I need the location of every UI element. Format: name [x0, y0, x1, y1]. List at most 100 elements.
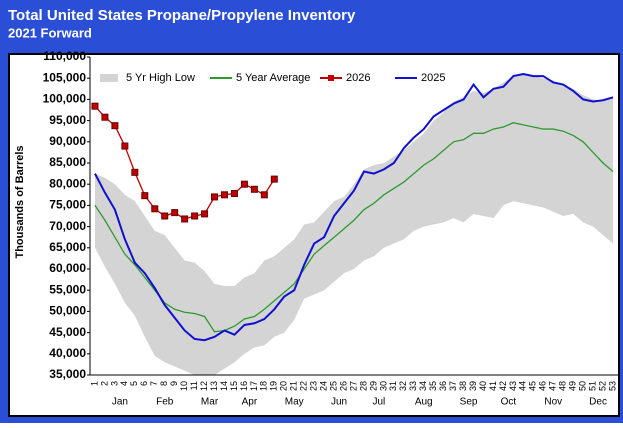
x-tick-label: 8 — [159, 381, 169, 386]
x-tick-label: 45 — [528, 381, 538, 391]
month-label: Jul — [373, 397, 386, 408]
x-tick-label: 36 — [438, 381, 448, 391]
x-tick-label: 26 — [338, 381, 348, 391]
y-tick-label: 35,000 — [49, 367, 86, 381]
x-tick-label: 11 — [189, 381, 199, 390]
marker — [191, 212, 199, 220]
legend-label: 5 Year Average — [236, 72, 310, 84]
y-tick-label: 95,000 — [49, 113, 86, 127]
x-tick-label: 29 — [368, 381, 378, 391]
x-tick-label: 22 — [299, 381, 309, 391]
x-tick-label: 41 — [488, 381, 498, 391]
x-tick-label: 14 — [219, 381, 229, 391]
x-tick-label: 20 — [279, 381, 289, 391]
marker — [91, 102, 99, 110]
x-tick-label: 35 — [428, 381, 438, 391]
y-tick-label: 65,000 — [49, 240, 86, 254]
x-tick-label: 19 — [269, 381, 279, 391]
y-tick-label: 70,000 — [49, 219, 86, 233]
y-tick-label: 45,000 — [49, 325, 86, 339]
x-tick-label: 10 — [179, 381, 189, 391]
series-line — [94, 122, 614, 333]
x-tick-label: 31 — [388, 381, 398, 391]
month-label: May — [285, 397, 304, 408]
marker — [131, 168, 139, 176]
month-label: Mar — [201, 397, 219, 408]
x-tick-label: 6 — [139, 381, 149, 386]
x-tick-label: 23 — [309, 381, 319, 391]
marker — [171, 209, 179, 217]
x-tick-label: 5 — [129, 381, 139, 386]
month-label: Jan — [112, 397, 128, 408]
x-tick-label: 3 — [109, 381, 119, 386]
x-tick-label: 34 — [418, 381, 428, 391]
x-tick-label: 17 — [249, 381, 259, 391]
y-tick-label: 90,000 — [49, 134, 86, 148]
x-tick-label: 4 — [119, 381, 129, 386]
y-tick-label: 75,000 — [49, 198, 86, 212]
month-label: Sep — [460, 397, 478, 408]
y-tick-label: 85,000 — [49, 155, 86, 169]
x-tick-label: 46 — [538, 381, 548, 391]
marker — [121, 142, 129, 150]
x-tick-label: 39 — [468, 381, 478, 391]
y-tick-label: 60,000 — [49, 261, 86, 275]
y-axis-label: Thousands of Barrels — [14, 145, 26, 258]
x-tick-label: 32 — [398, 381, 408, 391]
x-tick-label: 37 — [448, 381, 458, 391]
x-tick-label: 13 — [209, 381, 219, 391]
y-tick-label: 55,000 — [49, 282, 86, 296]
x-tick-label: 50 — [578, 381, 588, 391]
marker — [161, 212, 169, 220]
x-tick-label: 49 — [568, 381, 578, 391]
marker — [220, 191, 228, 199]
x-tick-label: 16 — [239, 381, 249, 391]
x-tick-label: 43 — [508, 381, 518, 391]
marker — [101, 113, 109, 121]
y-tick-label: 50,000 — [49, 304, 86, 318]
marker — [240, 180, 248, 188]
month-label: Dec — [589, 397, 607, 408]
month-label: Apr — [242, 397, 258, 408]
x-tick-label: 18 — [259, 381, 269, 391]
y-tick-label: 80,000 — [49, 176, 86, 190]
chart-title: Total United States Propane/Propylene In… — [8, 7, 356, 24]
x-tick-label: 28 — [358, 381, 368, 391]
marker — [250, 185, 258, 193]
x-tick-label: 2 — [99, 381, 109, 386]
x-tick-label: 33 — [408, 381, 418, 391]
marker — [260, 191, 268, 199]
marker — [230, 190, 238, 198]
marker — [111, 122, 119, 130]
marker — [211, 193, 219, 201]
legend-swatch — [100, 74, 118, 82]
x-tick-label: 1 — [89, 381, 99, 386]
chart-subtitle: 2021 Forward — [8, 25, 92, 40]
x-tick-label: 30 — [378, 381, 388, 391]
x-tick-label: 47 — [548, 381, 558, 391]
x-tick-label: 25 — [328, 381, 338, 391]
marker — [201, 210, 209, 218]
x-tick-label: 48 — [558, 381, 568, 391]
band-area — [94, 73, 614, 376]
legend-label: 5 Yr High Low — [126, 72, 195, 84]
month-label: Aug — [415, 397, 433, 408]
month-label: Oct — [501, 397, 517, 408]
x-tick-label: 44 — [518, 381, 528, 391]
series-line — [94, 72, 614, 342]
x-tick-label: 15 — [229, 381, 239, 391]
x-tick-label: 27 — [348, 381, 358, 391]
y-tick-label: 105,000 — [43, 70, 87, 84]
marker — [270, 175, 278, 183]
month-label: Feb — [156, 397, 174, 408]
y-tick-label: 40,000 — [49, 346, 86, 360]
x-tick-label: 40 — [478, 381, 488, 391]
x-tick-label: 7 — [149, 381, 159, 386]
x-tick-label: 9 — [169, 381, 179, 386]
legend-swatch — [328, 75, 334, 81]
x-tick-label: 12 — [199, 381, 209, 391]
x-tick-label: 21 — [289, 381, 299, 391]
y-tick-label: 100,000 — [43, 92, 87, 106]
y-tick-label: 110,000 — [43, 49, 86, 63]
